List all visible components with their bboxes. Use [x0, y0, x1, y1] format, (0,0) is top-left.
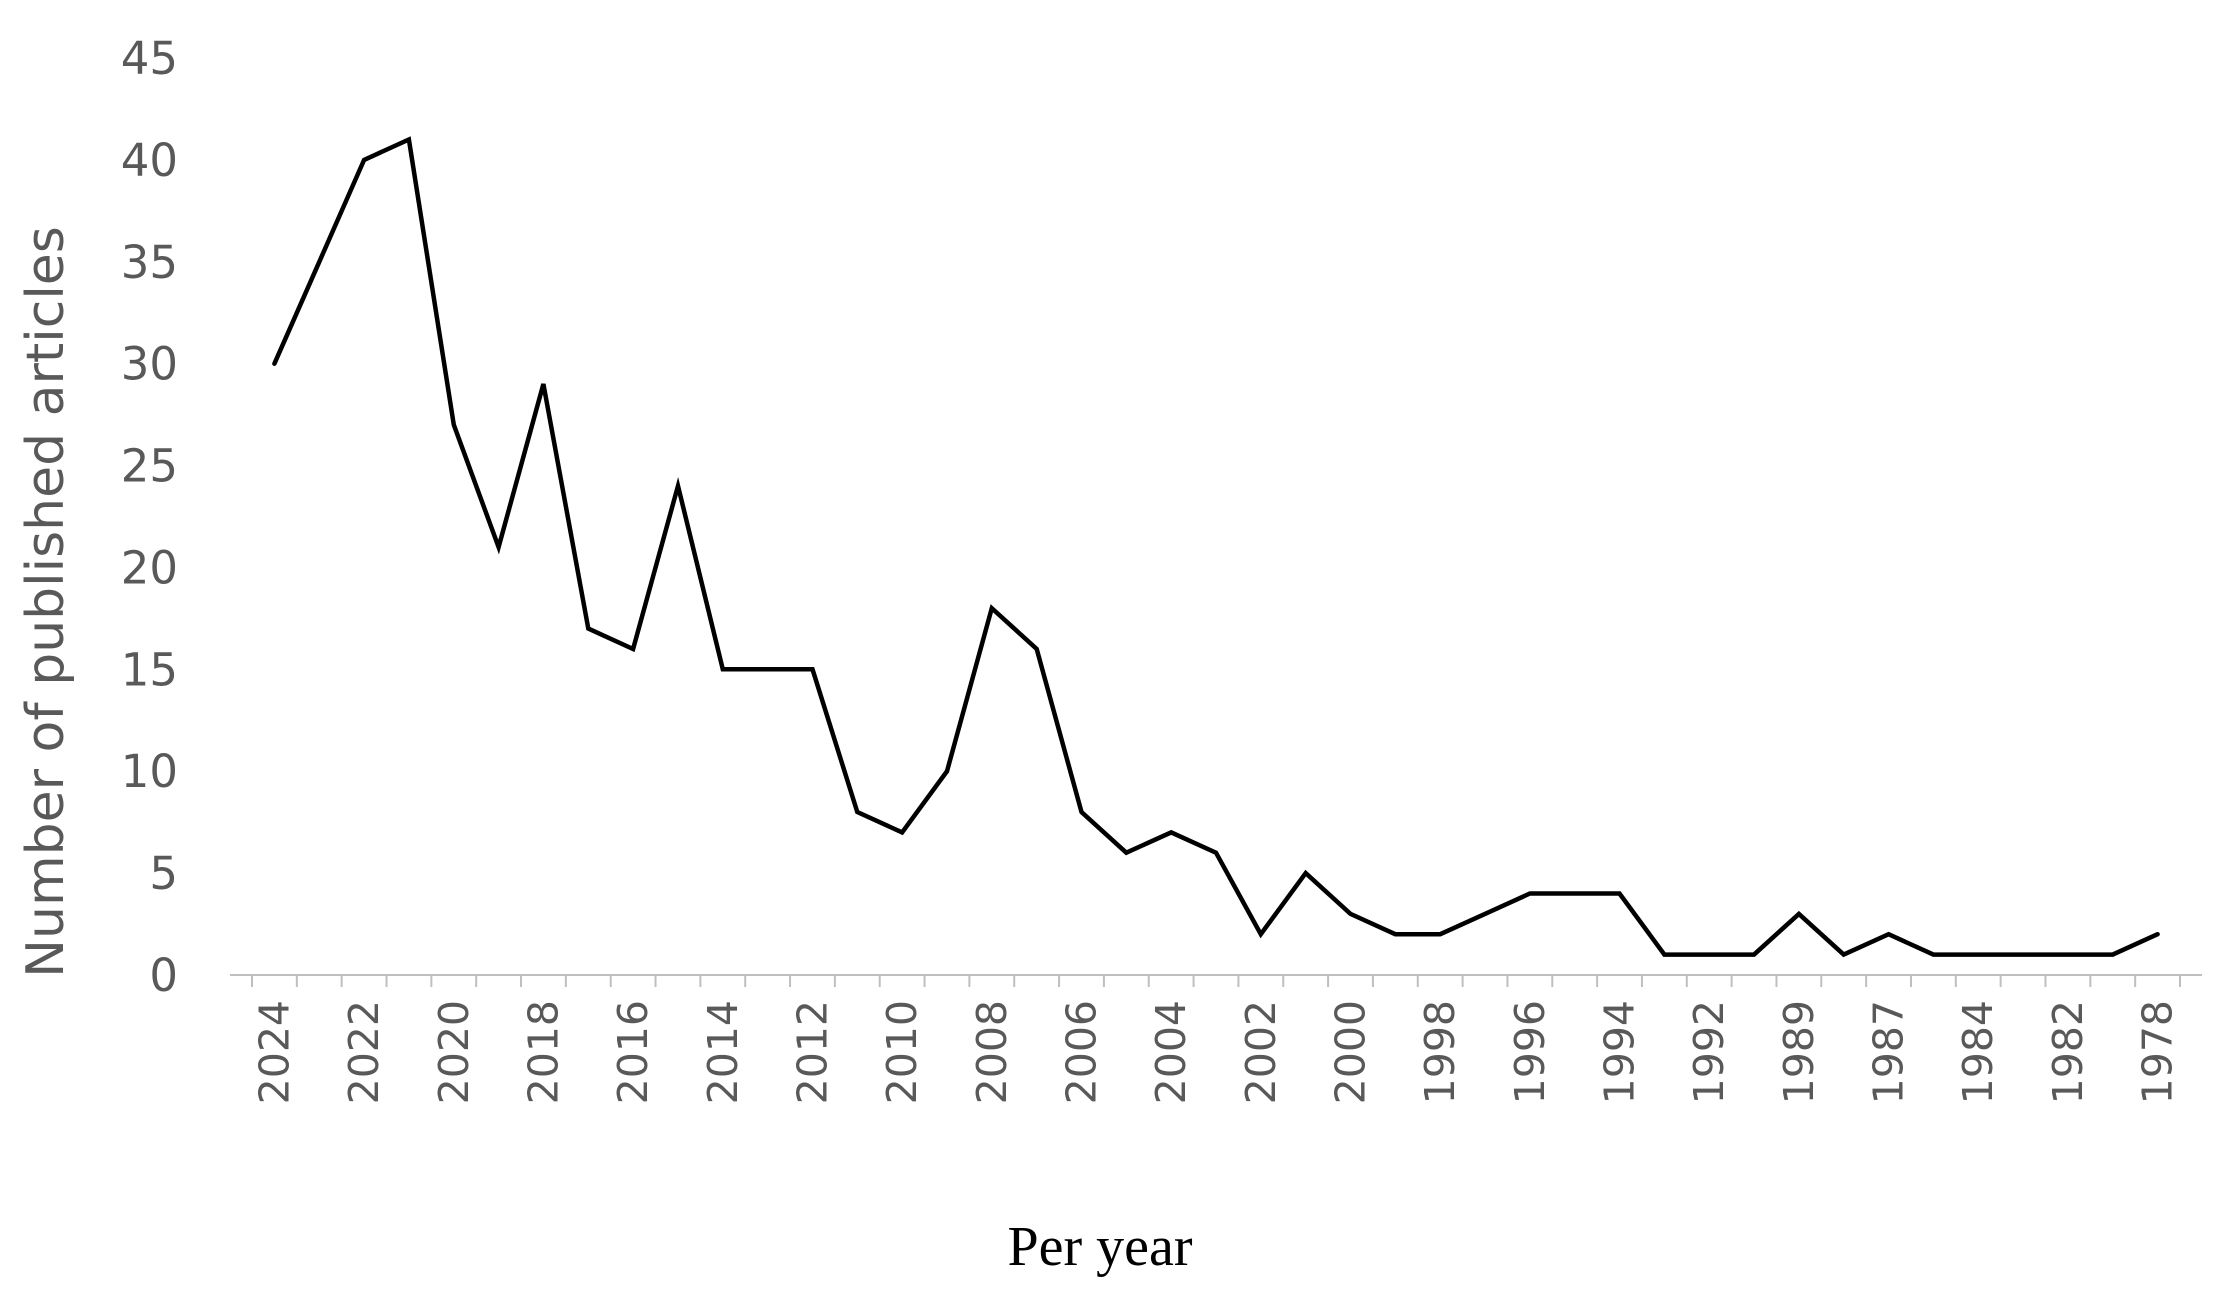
x-tick-label: 1982 [2044, 1000, 2092, 1104]
x-tick-label: 1978 [2134, 1000, 2182, 1104]
series-layer [272, 136, 2160, 958]
x-tick-label: 2012 [788, 1000, 836, 1104]
y-axis-ticks: 0 5 10 15 20 25 30 35 40 45 [121, 32, 178, 1002]
y-tick-label: 25 [121, 440, 178, 493]
x-tick-label: 2006 [1057, 1000, 1105, 1104]
y-tick-label: 45 [121, 32, 178, 85]
x-tick-label: 2002 [1237, 1000, 1285, 1104]
y-tick-label: 5 [149, 847, 178, 900]
x-tick-label: 2022 [340, 1000, 388, 1104]
y-tick-label: 20 [121, 541, 178, 594]
x-tick-label: 1992 [1685, 1000, 1733, 1104]
x-tick-label: 1998 [1416, 1000, 1464, 1104]
x-tick-label: 2014 [699, 1000, 747, 1104]
x-tick-label: 2000 [1327, 1000, 1375, 1104]
y-tick-label: 10 [121, 745, 178, 798]
y-tick-label: 40 [121, 134, 178, 187]
x-axis-label: Per year [1007, 1216, 1192, 1278]
x-tick-label: 2010 [878, 1000, 926, 1104]
x-axis [230, 974, 2202, 987]
y-tick-label: 0 [149, 949, 178, 1002]
x-tick-label: 2016 [609, 1000, 657, 1104]
x-tick-label: 1989 [1775, 1000, 1823, 1104]
x-tick-label: 1996 [1506, 1000, 1554, 1104]
y-tick-label: 30 [121, 338, 178, 391]
y-tick-label: 35 [121, 236, 178, 289]
x-tick-label: 1987 [1865, 1000, 1913, 1104]
x-tick-label: 2018 [519, 1000, 567, 1104]
x-tick-label: 2020 [430, 1000, 478, 1104]
x-tick-label: 1994 [1596, 1000, 1644, 1104]
x-tick-label: 2024 [250, 1000, 298, 1104]
x-tick-label: 1984 [1954, 1000, 2002, 1104]
x-tick-label: 2008 [968, 1000, 1016, 1104]
x-tick-label: 2004 [1147, 1000, 1195, 1104]
y-tick-label: 15 [121, 643, 178, 696]
x-axis-ticks: 2024 2022 2020 2018 2016 2014 2012 2010 2008 2006… [250, 1000, 2181, 1104]
y-axis-label: Number of published articles [16, 226, 76, 978]
series-line [272, 136, 2160, 958]
